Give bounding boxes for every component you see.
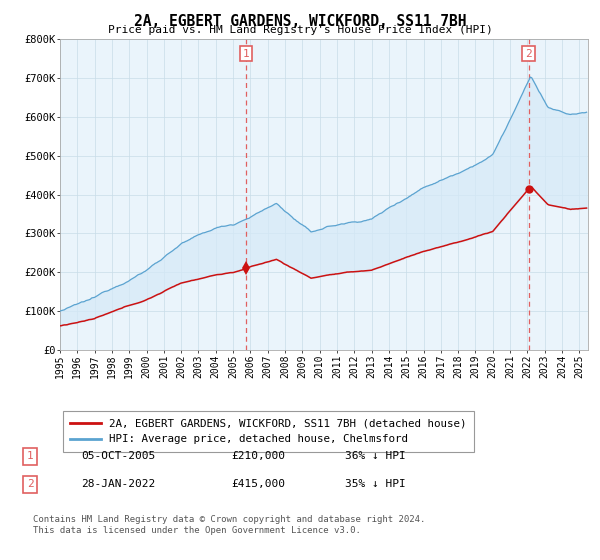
Text: 1: 1 [26,451,34,461]
Text: Price paid vs. HM Land Registry's House Price Index (HPI): Price paid vs. HM Land Registry's House … [107,25,493,35]
Text: 1: 1 [243,49,250,59]
Legend: 2A, EGBERT GARDENS, WICKFORD, SS11 7BH (detached house), HPI: Average price, det: 2A, EGBERT GARDENS, WICKFORD, SS11 7BH (… [63,412,475,452]
Text: 36% ↓ HPI: 36% ↓ HPI [345,451,406,461]
Text: 35% ↓ HPI: 35% ↓ HPI [345,479,406,489]
Text: 2A, EGBERT GARDENS, WICKFORD, SS11 7BH: 2A, EGBERT GARDENS, WICKFORD, SS11 7BH [134,14,466,29]
Text: 2: 2 [26,479,34,489]
Text: 05-OCT-2005: 05-OCT-2005 [81,451,155,461]
Text: Contains HM Land Registry data © Crown copyright and database right 2024.: Contains HM Land Registry data © Crown c… [33,515,425,524]
Text: 28-JAN-2022: 28-JAN-2022 [81,479,155,489]
Text: 2: 2 [525,49,532,59]
Text: £210,000: £210,000 [231,451,285,461]
Text: This data is licensed under the Open Government Licence v3.0.: This data is licensed under the Open Gov… [33,526,361,535]
Text: £415,000: £415,000 [231,479,285,489]
